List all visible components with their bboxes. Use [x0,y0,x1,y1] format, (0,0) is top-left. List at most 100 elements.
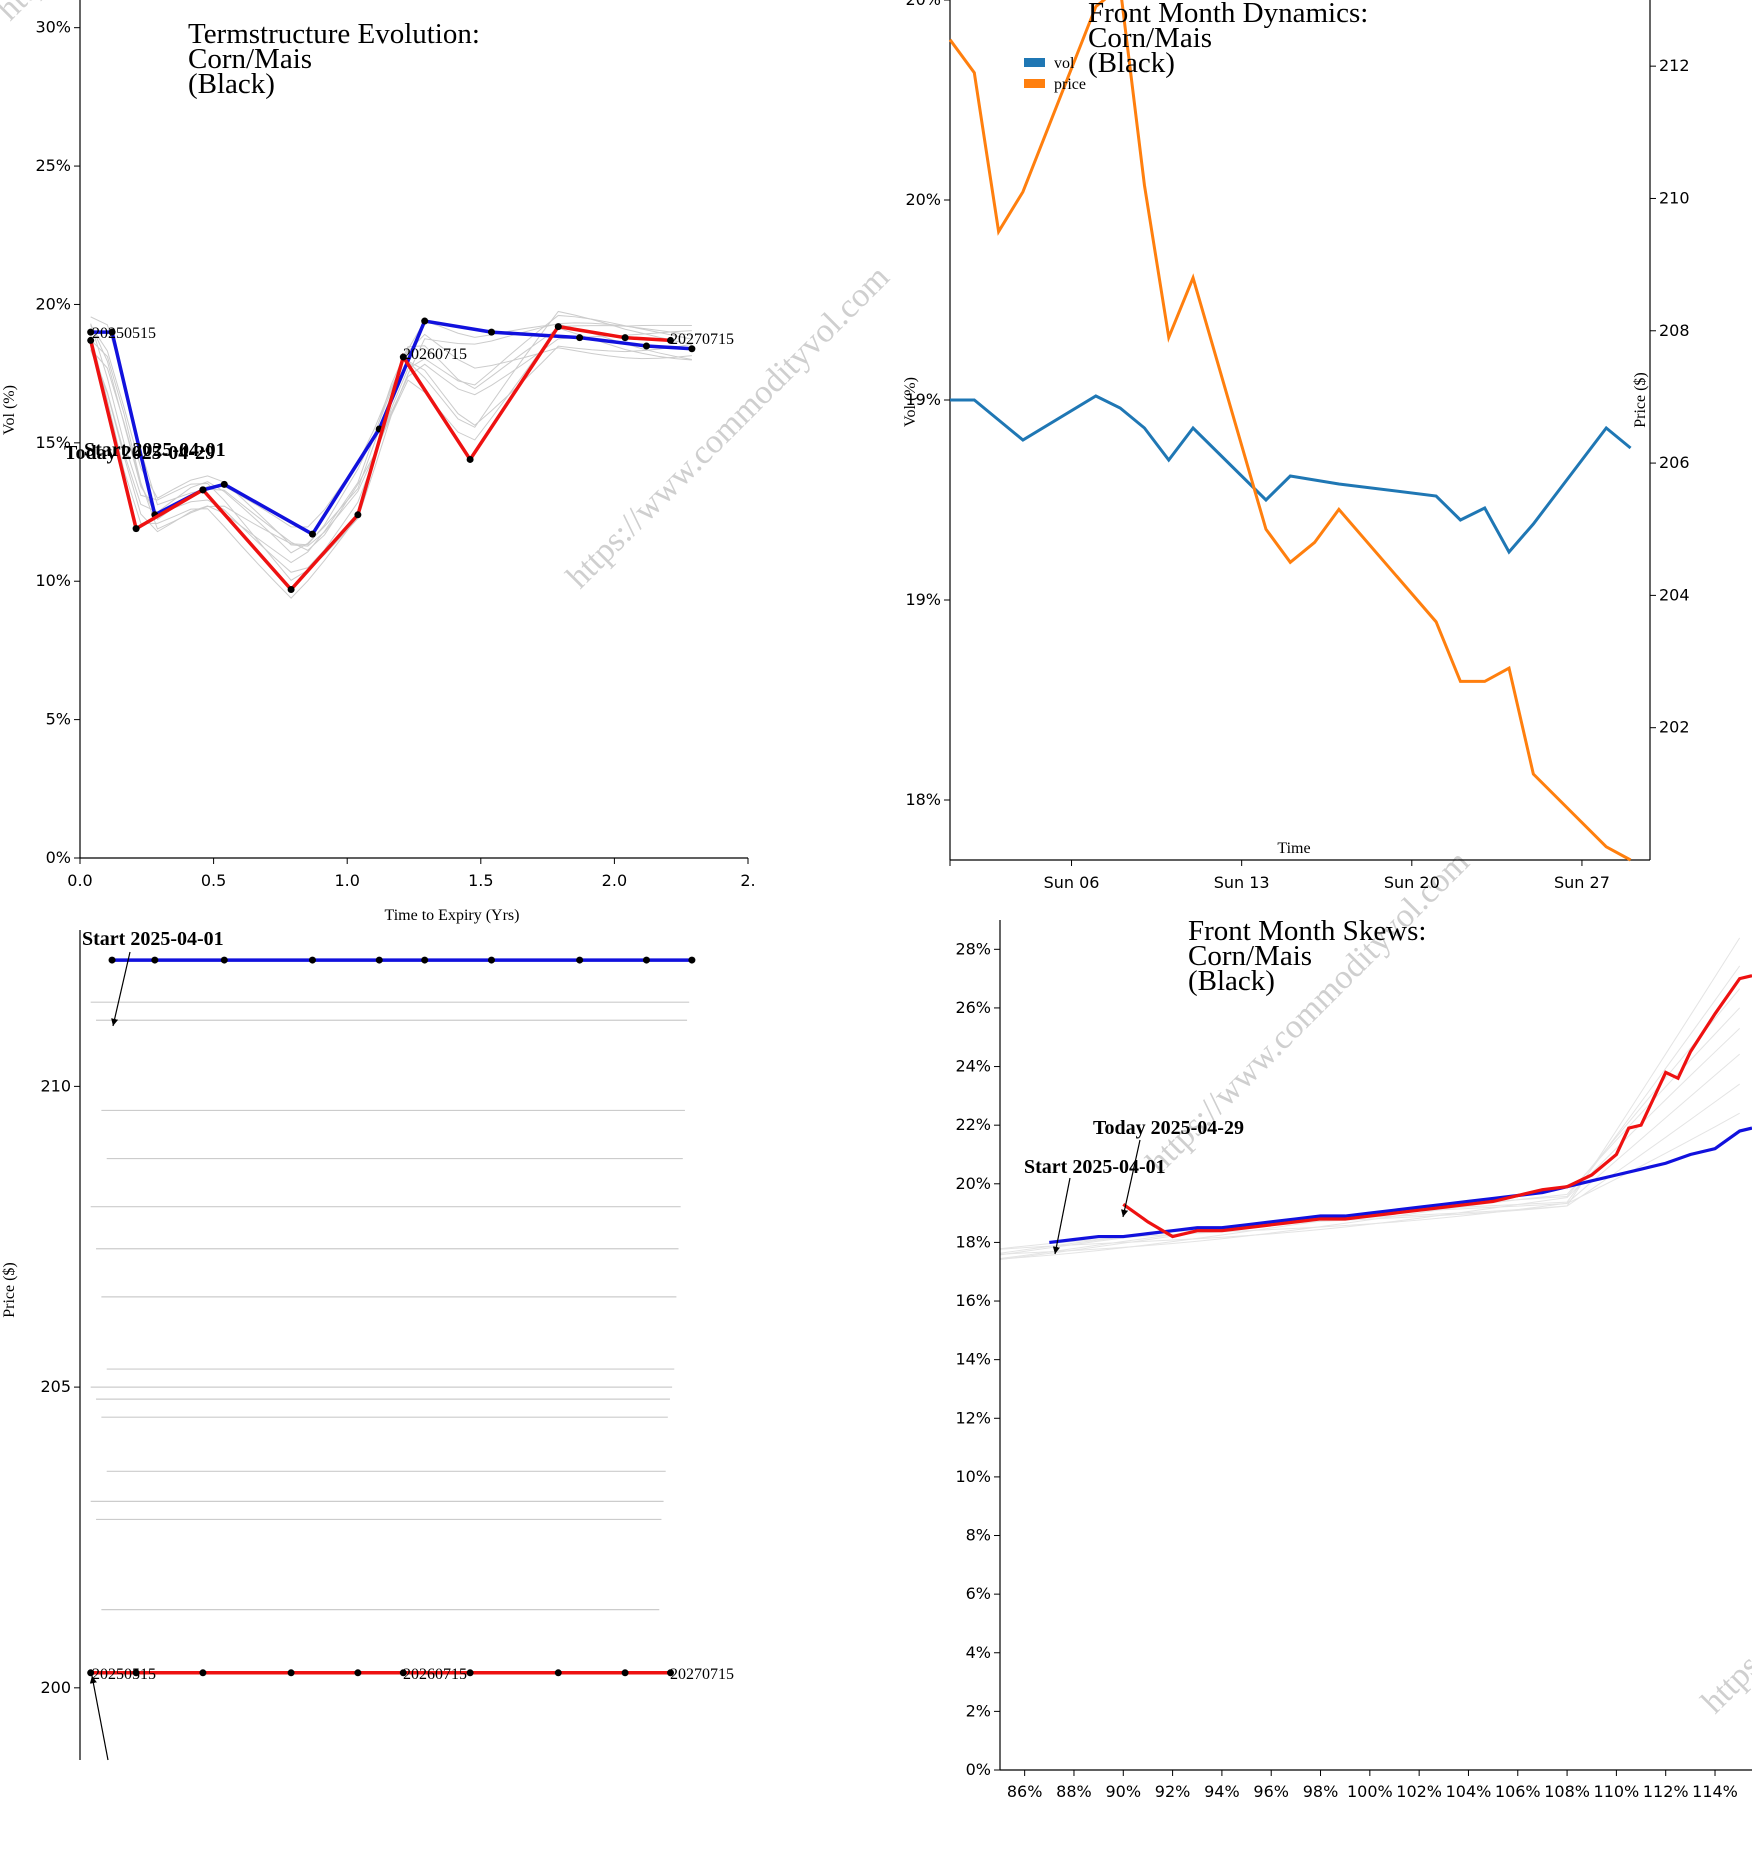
skews-y-ticks: 0% 2% 4% 6% 8% 10% 12% 14% 16% 18% 20% 22% 24% 26% 28% [955,939,1000,1779]
termstructure-point [688,345,696,353]
dynamics-left-ticks: 18% 19% 19% 20% 20% [905,0,950,809]
dynamics-xlabel: Time [1277,840,1310,857]
skews-y-tick-label: 26% [955,998,991,1017]
skews-y-tick-label: 22% [955,1115,991,1134]
termstructure-history-line [90,333,692,528]
skews-x-tick-label: 108% [1544,1782,1590,1801]
termstructure-xlabel: Time to Expiry (Yrs) [385,907,520,924]
skews-start-arrow [1052,1177,1071,1255]
dynamics-left-tick-label: 20% [905,0,941,9]
dynamics-right-tick-label: 210 [1659,188,1690,207]
termstructure-point [87,336,95,344]
front-month-dynamics-chart: 18% 19% 19% 20% 20% 202 204 206 208 210 212 Sun 0… [902,0,1690,892]
price-point [199,1669,207,1677]
price-series [87,956,696,1677]
price-y-tick-label: 210 [40,1076,71,1095]
skews-annotation-today: Today 2025-04-29 [1093,1117,1244,1139]
termstructure-x-tick-label: 1.5 [468,871,493,890]
dynamics-right-tick-label: 212 [1659,56,1690,75]
dynamics-right-tick-label: 202 [1659,718,1690,737]
skews-y-tick-label: 28% [955,939,991,958]
dynamics-right-tick-label: 204 [1659,585,1690,604]
skews-y-tick-label: 24% [955,1057,991,1076]
skews-y-tick-label: 20% [955,1174,991,1193]
price-start-arrow [111,951,131,1027]
termstructure-title-line-1: Termstructure Evolution: [188,18,480,50]
legend-label-price: price [1054,76,1086,93]
dynamics-right-ticks: 202 204 206 208 210 212 [1650,56,1690,737]
price-point [87,1669,95,1677]
termstructure-ylabel: Vol (%) [1,385,18,435]
price-point [667,1669,675,1677]
price-label-20250515: 20250515 [92,1666,156,1683]
termstructure-y-tick-label: 10% [35,571,71,590]
termstructure-history-line [90,325,692,547]
dynamics-price-line [948,0,1632,862]
skews-x-tick-label: 110% [1594,1782,1640,1801]
price-today-arrow [89,1675,109,1761]
price-point [354,1669,362,1677]
skews-x-tick-label: 104% [1446,1782,1492,1801]
termstructure-history-line [90,316,692,551]
legend-label-vol: vol [1054,55,1075,72]
skews-history-line [999,1028,1741,1250]
dynamics-ylabel-left: Vol (%) [902,377,919,427]
price-y-tick-label: 205 [40,1377,71,1396]
skews-y-tick-label: 8% [966,1526,991,1545]
termstructure-history-line [90,323,692,581]
price-point [576,956,584,964]
dynamics-x-tick-label: Sun 06 [1044,873,1100,892]
termstructure-x-tick-label: 0.0 [67,871,92,890]
price-point [621,1669,629,1677]
skews-x-tick-label: 98% [1303,1782,1339,1801]
skews-start-line [1049,1126,1752,1245]
dynamics-left-tick-label: 19% [905,390,941,409]
termstructure-x-tick-label: 2. [740,871,755,890]
termstructure-point [108,328,116,336]
price-point [466,1669,474,1677]
price-history-lines [90,1001,690,1611]
price-ylabel: Price ($) [1,1262,18,1318]
termstructure-point [87,328,95,336]
termstructure-y-tick-label: 25% [35,156,71,175]
price-point [220,956,228,964]
price-y-tick-label: 200 [40,1678,71,1697]
skews-y-tick-label: 14% [955,1350,991,1369]
skews-y-tick-label: 4% [966,1643,991,1662]
price-point [421,956,429,964]
skews-y-tick-label: 10% [955,1467,991,1486]
termstructure-point [354,511,362,519]
skews-title-line-1: Front Month Skews: [1188,915,1426,947]
skews-y-tick-label: 2% [966,1701,991,1720]
termstructure-point [421,317,429,325]
skews-x-tick-label: 112% [1643,1782,1689,1801]
termstructure-point [132,525,140,533]
skews-x-tick-label: 106% [1495,1782,1541,1801]
skews-history-line [999,937,1741,1256]
skews-x-tick-label: 88% [1056,1782,1092,1801]
legend-swatch-price [1024,79,1045,88]
termstructure-y-tick-label: 5% [46,710,71,729]
watermark-corner-bottomright: https://www.commodityvol.com [1694,1384,1752,1721]
termstructure-point [667,336,675,344]
termstructure-series [87,317,696,594]
legend-swatch-vol [1024,58,1045,67]
termstructure-point [487,328,495,336]
termstructure-y-ticks: 0% 5% 10% 15% 20% 25% 30% [35,18,80,867]
price-point [642,956,650,964]
dynamics-title-line-2: Corn/Mais [1088,22,1212,54]
dynamics-x-tick-label: Sun 13 [1214,873,1270,892]
dynamics-left-tick-label: 19% [905,590,941,609]
termstructure-y-tick-label: 30% [35,18,71,37]
skews-y-tick-label: 6% [966,1584,991,1603]
skews-series [1049,974,1752,1245]
termstructure-point [554,323,562,331]
termstructure-today-line [88,324,671,593]
termstructure-point [642,342,650,350]
watermark-top: https://www.commodityvol.com [559,259,896,596]
termstructure-point [576,334,584,342]
skews-x-tick-label: 96% [1253,1782,1289,1801]
price-label-20260715: 20260715 [403,1666,467,1683]
termstructure-x-tick-label: 1.0 [334,871,359,890]
